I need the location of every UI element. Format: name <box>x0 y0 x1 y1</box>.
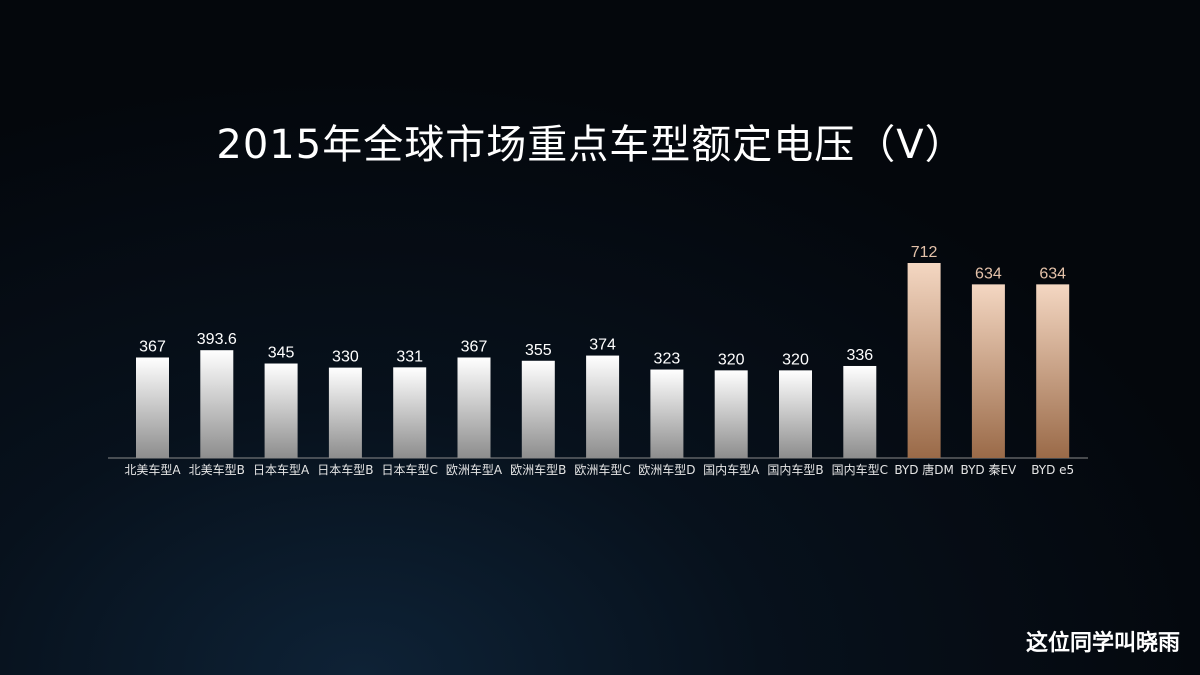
bars-group: 367 北美车型A 393.6 北美车型B 345 日本车型A 330 日本车型B 331 日本车… <box>124 244 1074 477</box>
value-label-15: 634 <box>1039 265 1066 282</box>
bar-15 <box>1036 284 1070 458</box>
bar-9 <box>650 369 684 458</box>
category-label-5: 日本车型C <box>382 462 438 477</box>
category-label-11: 国内车型B <box>767 462 823 477</box>
category-label-8: 欧洲车型C <box>574 462 630 477</box>
value-label-5: 331 <box>396 348 423 365</box>
bar-14 <box>971 284 1005 458</box>
value-label-10: 320 <box>718 351 745 368</box>
bar-3 <box>264 363 298 458</box>
bar-8 <box>586 355 620 458</box>
category-label-2: 北美车型B <box>189 462 245 477</box>
bar-12 <box>843 365 877 458</box>
bar-5 <box>393 367 427 458</box>
bar-10 <box>714 370 748 458</box>
value-label-14: 634 <box>975 265 1002 282</box>
value-label-2: 393.6 <box>197 331 237 348</box>
category-label-3: 日本车型A <box>253 462 310 477</box>
bar-11 <box>779 370 812 458</box>
bar-4 <box>328 367 362 458</box>
category-label-1: 北美车型A <box>124 462 181 477</box>
value-label-4: 330 <box>332 349 359 366</box>
category-label-4: 日本车型B <box>317 462 373 477</box>
chart-title: 2015年全球市场重点车型额定电压（V） <box>216 122 966 168</box>
value-label-13: 712 <box>911 244 938 261</box>
watermark: 这位同学叫晓雨 <box>1025 631 1180 656</box>
category-label-6: 欧洲车型A <box>446 462 503 477</box>
value-label-3: 345 <box>268 345 295 362</box>
bar-6 <box>457 357 491 458</box>
value-label-11: 320 <box>782 351 809 368</box>
bar-1 <box>136 357 169 458</box>
value-label-9: 323 <box>654 351 681 368</box>
category-label-7: 欧洲车型B <box>510 462 566 477</box>
category-label-12: 国内车型C <box>832 462 888 477</box>
bar-2 <box>200 350 234 458</box>
value-label-12: 336 <box>846 347 873 364</box>
value-label-1: 367 <box>139 338 166 355</box>
value-label-6: 367 <box>461 338 488 355</box>
category-label-10: 国内车型A <box>703 462 760 477</box>
value-label-7: 355 <box>525 342 552 359</box>
category-label-13: BYD 唐DM <box>894 462 954 477</box>
bar-7 <box>521 360 555 458</box>
bar-13 <box>907 263 941 458</box>
category-label-9: 欧洲车型D <box>638 462 695 477</box>
category-label-14: BYD 秦EV <box>961 463 1018 477</box>
category-label-15: BYD e5 <box>1031 463 1074 477</box>
value-label-8: 374 <box>589 337 616 354</box>
